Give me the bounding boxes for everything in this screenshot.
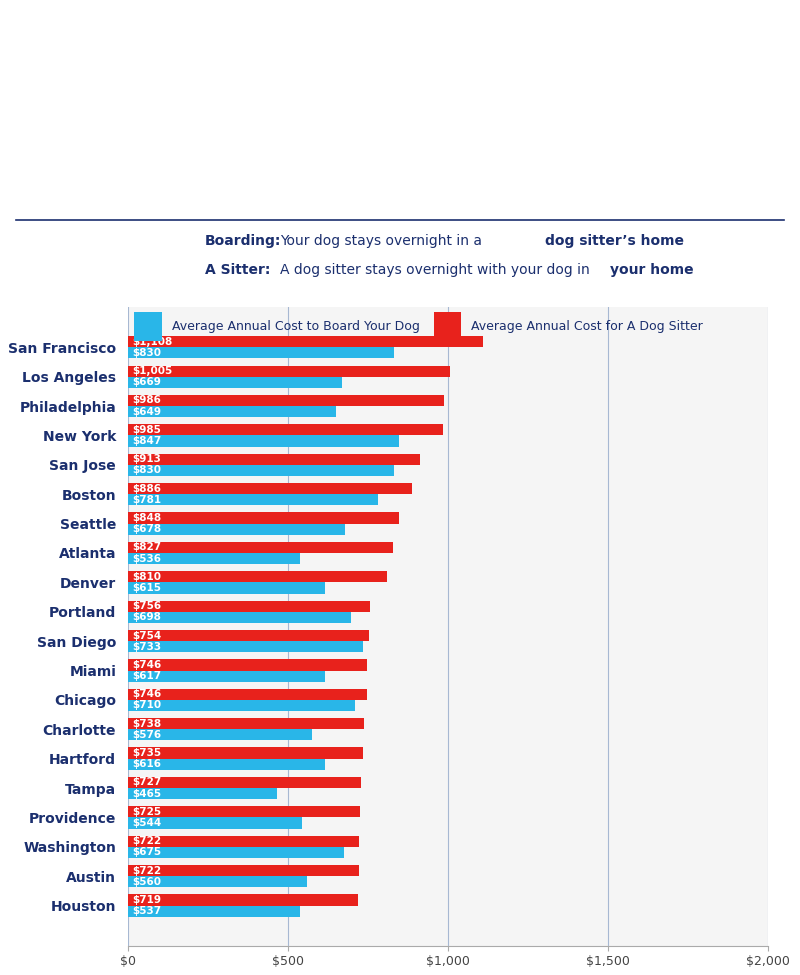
Text: $913: $913 (132, 454, 161, 464)
Bar (128, 729, 312, 740)
Text: $746: $746 (132, 660, 161, 670)
Bar (128, 465, 394, 476)
Bar (128, 436, 399, 447)
Bar (128, 671, 326, 682)
Text: $847: $847 (132, 436, 161, 446)
Bar (128, 582, 325, 594)
Bar (128, 659, 366, 671)
Bar (128, 788, 277, 800)
Text: $810: $810 (132, 571, 161, 582)
Text: $617: $617 (132, 671, 161, 682)
Bar (128, 877, 307, 887)
Text: $536: $536 (132, 554, 161, 564)
Bar (128, 366, 450, 376)
Bar (128, 759, 325, 770)
Bar (128, 688, 366, 700)
Bar (128, 817, 302, 829)
Bar (128, 336, 482, 347)
Bar (128, 748, 363, 759)
Text: $465: $465 (132, 789, 161, 799)
Text: $830: $830 (132, 465, 161, 476)
Text: $733: $733 (132, 642, 161, 651)
Text: your home: your home (610, 263, 694, 277)
Text: Average Annual Cost for the: Average Annual Cost for the (192, 61, 656, 90)
Text: $710: $710 (132, 700, 161, 711)
Bar (128, 611, 351, 623)
Bar (128, 376, 342, 388)
Text: $669: $669 (132, 377, 161, 387)
Text: $576: $576 (132, 730, 161, 740)
Text: Boarding:: Boarding: (205, 234, 282, 248)
Bar (128, 483, 411, 494)
Bar (128, 395, 443, 406)
Text: $754: $754 (132, 631, 161, 641)
Bar (128, 494, 378, 505)
Text: $649: $649 (132, 407, 161, 416)
Bar (434, 312, 461, 341)
Text: $886: $886 (132, 484, 161, 493)
Text: $738: $738 (132, 719, 161, 728)
Bar (134, 312, 162, 341)
Text: $544: $544 (132, 818, 161, 828)
Text: 20 Most Expensive U.S. Cities: 20 Most Expensive U.S. Cities (192, 118, 679, 146)
Bar (128, 424, 443, 436)
Bar (128, 806, 360, 817)
Text: $698: $698 (132, 612, 161, 622)
Text: A dog sitter stays overnight with your dog in: A dog sitter stays overnight with your d… (280, 263, 594, 277)
Bar (128, 642, 362, 652)
Text: $848: $848 (132, 513, 161, 523)
Bar (128, 524, 345, 534)
Text: $1,108: $1,108 (132, 336, 172, 347)
Text: $537: $537 (132, 906, 161, 916)
Text: Boarding vs. A Dog Sitter:: Boarding vs. A Dog Sitter: (192, 16, 418, 33)
Bar (128, 571, 387, 582)
Bar (128, 601, 370, 611)
Bar (128, 542, 393, 553)
Bar (128, 894, 358, 906)
Text: $678: $678 (132, 525, 161, 534)
Bar (128, 513, 399, 524)
Text: $616: $616 (132, 760, 161, 769)
Text: $615: $615 (132, 583, 161, 593)
Text: $725: $725 (132, 807, 161, 817)
Bar (128, 453, 420, 465)
Bar (128, 836, 359, 847)
Text: $722: $722 (132, 837, 161, 846)
Bar (128, 700, 355, 711)
Text: $560: $560 (132, 877, 161, 886)
Text: $1,005: $1,005 (132, 367, 172, 376)
Bar (128, 777, 361, 788)
Text: $735: $735 (132, 748, 161, 759)
Text: $781: $781 (132, 494, 161, 505)
Bar (128, 347, 394, 359)
Bar (128, 847, 344, 858)
Text: $985: $985 (132, 425, 161, 435)
Bar (128, 719, 364, 729)
Text: dog sitter’s home: dog sitter’s home (545, 234, 684, 248)
Text: Your dog stays overnight in a: Your dog stays overnight in a (280, 234, 486, 248)
Text: $756: $756 (132, 602, 161, 611)
Text: Average Annual Cost for A Dog Sitter: Average Annual Cost for A Dog Sitter (471, 320, 702, 333)
Bar (128, 630, 370, 642)
Text: Average Annual Cost to Board Your Dog: Average Annual Cost to Board Your Dog (172, 320, 420, 333)
Text: $719: $719 (132, 895, 161, 905)
Text: A Sitter:: A Sitter: (205, 263, 270, 277)
Text: $675: $675 (132, 847, 161, 857)
Text: $986: $986 (132, 396, 161, 406)
Text: According to Rover.com Listings: According to Rover.com Listings (192, 184, 437, 199)
Bar (128, 865, 359, 877)
Bar (128, 906, 300, 916)
Text: $830: $830 (132, 348, 161, 358)
Text: $746: $746 (132, 689, 161, 699)
Text: $722: $722 (132, 866, 161, 876)
Text: $827: $827 (132, 542, 161, 553)
Bar (128, 553, 299, 565)
Text: $727: $727 (132, 777, 161, 788)
Bar (128, 406, 336, 417)
